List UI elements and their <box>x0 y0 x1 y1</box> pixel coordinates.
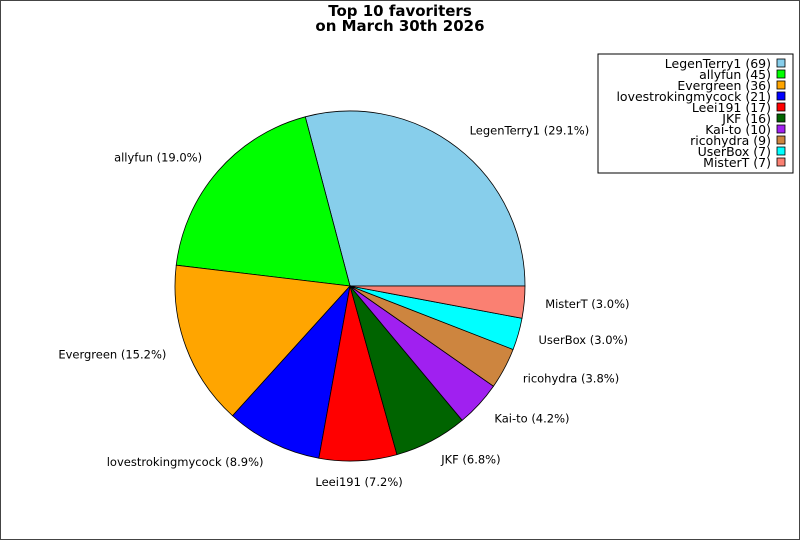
legend-label-ricohydra: ricohydra (9) <box>690 133 771 148</box>
pie-slice-evergreen <box>174 264 351 417</box>
legend-label-allyfun: allyfun (45) <box>699 67 771 82</box>
chart-title-line-2: on March 30th 2026 <box>315 17 484 35</box>
legend-label-lovestrokingmycock: lovestrokingmycock (21) <box>616 89 771 104</box>
legend: LegenTerry1 (69)allyfun (45)Evergreen (3… <box>597 53 794 174</box>
legend-swatch-ricohydra <box>776 135 786 145</box>
legend-swatch-allyfun <box>776 69 786 79</box>
legend-label-kai-to: Kai-to (10) <box>705 122 771 137</box>
slice-label-ricohydra: ricohydra (3.8%) <box>523 371 619 385</box>
legend-items: LegenTerry1 (69)allyfun (45)Evergreen (3… <box>616 56 786 170</box>
chart-title-line-1: Top 10 favoriters <box>328 2 472 20</box>
slice-label-leei191: Leei191 (7.2%) <box>315 475 402 489</box>
slice-label-lovestrokingmycock: lovestrokingmycock (8.9%) <box>107 455 264 469</box>
legend-swatch-lovestrokingmycock <box>776 91 786 101</box>
legend-label-evergreen: Evergreen (36) <box>677 78 771 93</box>
slice-label-legenterry1: LegenTerry1 (29.1%) <box>470 124 590 138</box>
legend-swatch-legenterry1 <box>776 58 786 68</box>
legend-label-legenterry1: LegenTerry1 (69) <box>665 56 771 71</box>
legend-swatch-mistert <box>776 157 786 167</box>
slice-label-userbox: UserBox (3.0%) <box>539 333 628 347</box>
slice-label-jkf: JKF (6.8%) <box>440 453 500 467</box>
pie-slice-lovestrokingmycock <box>231 284 351 459</box>
legend-swatch-evergreen <box>776 80 786 90</box>
legend-label-jkf: JKF (16) <box>721 111 771 126</box>
slice-label-evergreen: Evergreen (15.2%) <box>58 348 166 362</box>
pie-slices <box>174 110 526 462</box>
legend-swatch-leei191 <box>776 102 786 112</box>
slice-label-kai-to: Kai-to (4.2%) <box>494 412 569 426</box>
slice-label-mistert: MisterT (3.0%) <box>545 297 629 311</box>
legend-swatch-userbox <box>776 146 786 156</box>
pie-slice-allyfun <box>175 116 351 287</box>
legend-label-leei191: Leei191 (17) <box>692 100 771 115</box>
pie-slice-legenterry1 <box>304 110 526 287</box>
legend-swatch-kai-to <box>776 124 786 134</box>
legend-swatch-jkf <box>776 113 786 123</box>
legend-label-userbox: UserBox (7) <box>698 144 771 159</box>
pie-slice-mistert <box>349 285 526 319</box>
pie-slice-labels: LegenTerry1 (29.1%) allyfun (19.0%) Evergr… <box>58 124 629 489</box>
legend-label-mistert: MisterT (7) <box>703 155 771 170</box>
slice-label-allyfun: allyfun (19.0%) <box>114 150 202 164</box>
legend-box <box>597 53 794 174</box>
